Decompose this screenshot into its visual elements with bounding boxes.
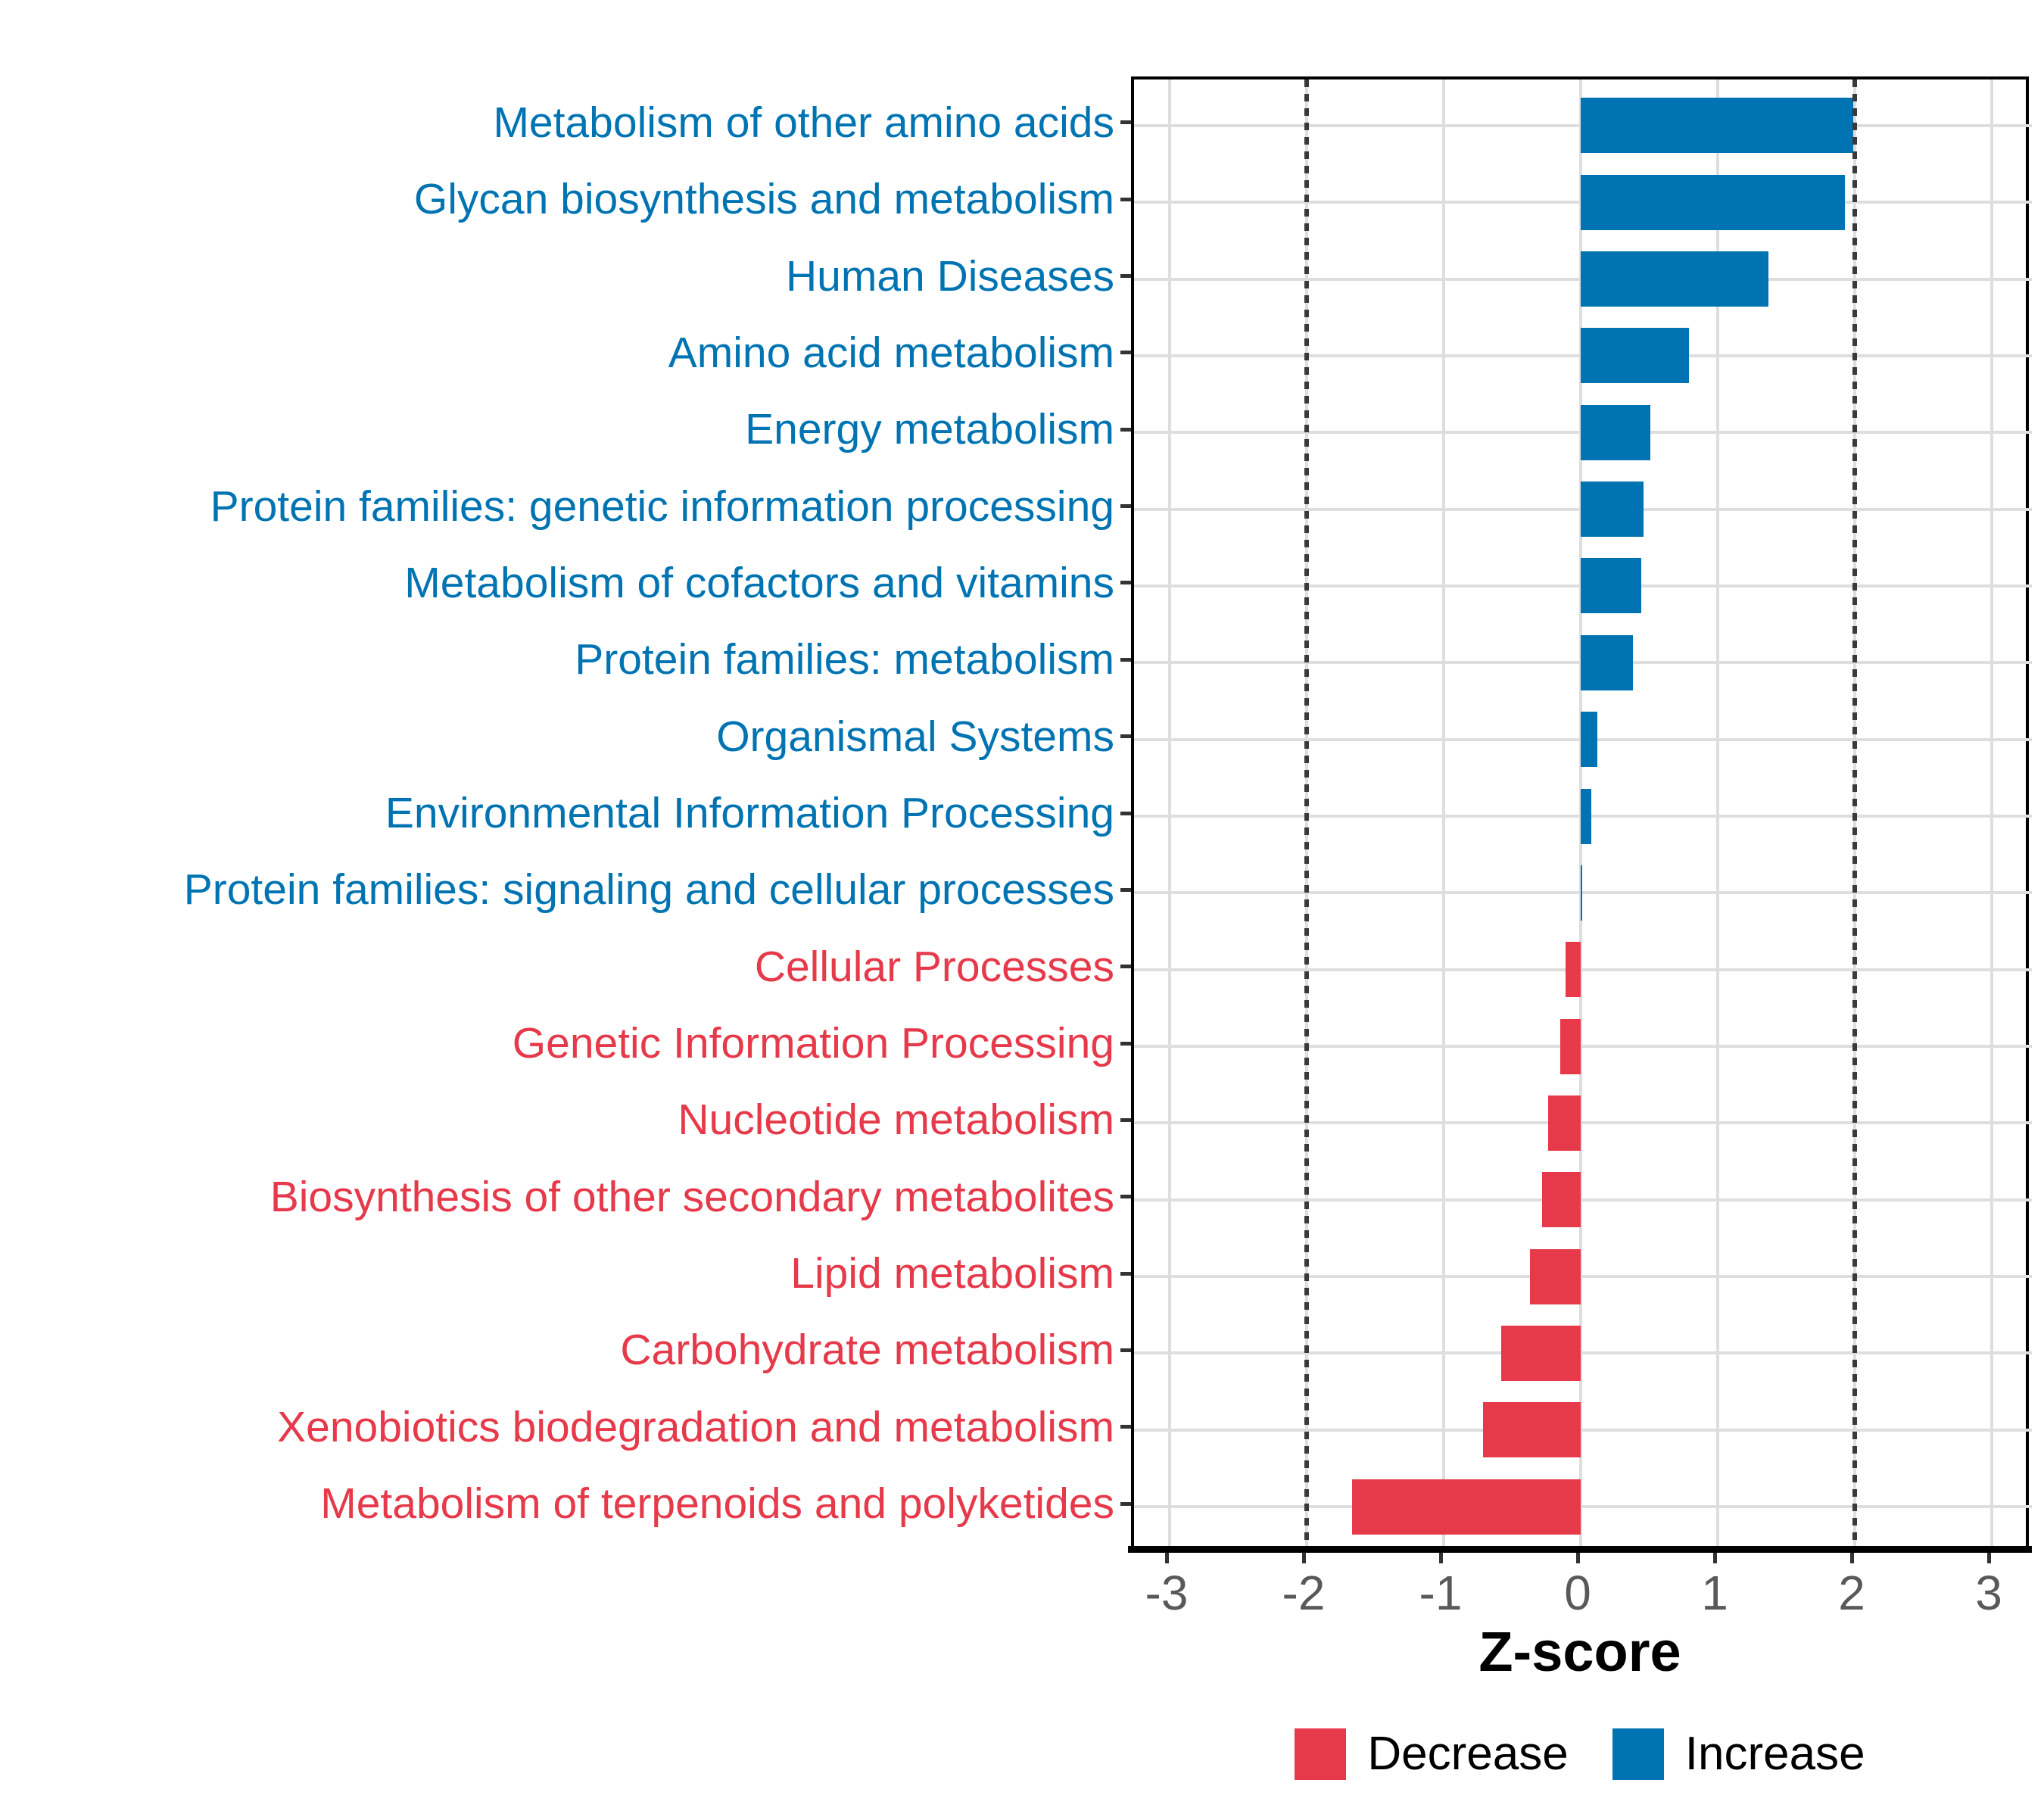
legend-key-increase (1612, 1728, 1664, 1780)
y-tick-mark (1120, 504, 1131, 509)
y-tick-mark (1120, 581, 1131, 585)
x-tick-label: -1 (1419, 1566, 1463, 1620)
bar-increase (1581, 482, 1644, 538)
dotted-reference-line (1852, 79, 1857, 1553)
bar-decrease (1559, 1018, 1581, 1074)
y-tick-mark (1120, 1117, 1131, 1122)
bar-decrease (1483, 1402, 1581, 1458)
category-label: Protein families: metabolism (575, 635, 1114, 684)
y-tick-mark (1120, 427, 1131, 432)
category-label: Protein families: signaling and cellular… (183, 865, 1114, 915)
gridline-y (1134, 1275, 2032, 1279)
y-tick-mark (1120, 887, 1131, 892)
y-tick-mark (1120, 1501, 1131, 1506)
x-axis-title: Z-score (1478, 1620, 1681, 1683)
category-label: Lipid metabolism (790, 1249, 1114, 1298)
gridline-x (1990, 79, 1993, 1553)
category-label: Metabolism of other amino acids (493, 98, 1114, 147)
category-label: Genetic Information Processing (512, 1019, 1114, 1068)
bar-increase (1581, 865, 1582, 921)
x-tick-mark (1301, 1553, 1306, 1563)
x-tick-mark (1164, 1553, 1169, 1563)
bar-increase (1581, 328, 1689, 384)
legend: Decrease Increase (1131, 1728, 2029, 1780)
y-tick-mark (1120, 1041, 1131, 1046)
x-tick-label: -3 (1145, 1566, 1189, 1620)
x-tick-label: 3 (1975, 1566, 2002, 1620)
category-label: Organismal Systems (716, 712, 1114, 761)
y-tick-mark (1120, 1271, 1131, 1276)
x-tick-label: 0 (1564, 1566, 1591, 1620)
x-tick-mark (1986, 1553, 1991, 1563)
gridline-x (1716, 79, 1719, 1553)
bar-increase (1581, 558, 1641, 614)
x-tick-mark (1712, 1553, 1717, 1563)
bar-decrease (1566, 942, 1581, 998)
y-tick-mark (1120, 120, 1131, 125)
y-tick-mark (1120, 657, 1131, 662)
x-axis-line (1128, 1546, 2032, 1553)
category-label: Cellular Processes (754, 942, 1114, 991)
gridline-y (1134, 1045, 2032, 1049)
category-label: Energy metabolism (745, 405, 1114, 454)
legend-label-increase: Increase (1684, 1728, 1865, 1780)
bar-increase (1581, 98, 1854, 154)
category-label: Human Diseases (785, 251, 1114, 301)
gridline-y (1134, 891, 2032, 895)
category-label: Nucleotide metabolism (678, 1095, 1114, 1145)
category-label: Carbohydrate metabolism (620, 1326, 1114, 1375)
x-tick-mark (1849, 1553, 1854, 1563)
gridline-y (1134, 1351, 2032, 1355)
x-tick-mark (1575, 1553, 1580, 1563)
bar-increase (1581, 634, 1633, 690)
x-tick-label: 2 (1838, 1566, 1865, 1620)
gridline-y (1134, 1121, 2032, 1125)
bar-decrease (1351, 1479, 1581, 1535)
legend-label-decrease: Decrease (1367, 1728, 1569, 1780)
bar-decrease (1501, 1325, 1581, 1381)
category-label: Glycan biosynthesis and metabolism (413, 175, 1114, 224)
x-tick-label: 1 (1701, 1566, 1728, 1620)
y-tick-mark (1120, 811, 1131, 815)
category-label: Metabolism of terpenoids and polyketides (320, 1479, 1114, 1529)
gridline-y (1134, 1505, 2032, 1509)
y-tick-mark (1120, 734, 1131, 739)
gridline-y (1134, 968, 2032, 971)
bar-decrease (1547, 1095, 1581, 1151)
y-tick-mark (1120, 274, 1131, 279)
category-label: Amino acid metabolism (668, 328, 1114, 377)
y-tick-mark (1120, 1195, 1131, 1199)
bar-increase (1581, 788, 1592, 844)
y-tick-mark (1120, 1348, 1131, 1352)
x-tick-mark (1438, 1553, 1443, 1563)
bar-decrease (1542, 1172, 1581, 1228)
legend-key-decrease (1295, 1728, 1347, 1780)
category-label: Biosynthesis of other secondary metaboli… (270, 1172, 1114, 1221)
y-tick-mark (1120, 351, 1131, 355)
bar-increase (1581, 251, 1768, 307)
gridline-y (1134, 1198, 2032, 1201)
category-label: Metabolism of cofactors and vitamins (404, 558, 1114, 607)
y-tick-mark (1120, 1425, 1131, 1429)
y-tick-mark (1120, 197, 1131, 201)
category-label: Environmental Information Processing (385, 789, 1114, 837)
gridline-y (1134, 1428, 2032, 1432)
y-tick-mark (1120, 965, 1131, 969)
bar-increase (1581, 174, 1846, 230)
plot-panel (1131, 76, 2032, 1553)
bar-increase (1581, 404, 1651, 460)
dotted-reference-line (1304, 79, 1309, 1553)
x-tick-label: -2 (1282, 1566, 1326, 1620)
category-label: Protein families: genetic information pr… (210, 482, 1114, 531)
category-label: Xenobiotics biodegradation and metabolis… (277, 1402, 1114, 1451)
bar-decrease (1530, 1248, 1581, 1304)
bar-increase (1581, 712, 1597, 768)
gridline-x (1442, 79, 1445, 1553)
gridline-x (1168, 79, 1171, 1553)
